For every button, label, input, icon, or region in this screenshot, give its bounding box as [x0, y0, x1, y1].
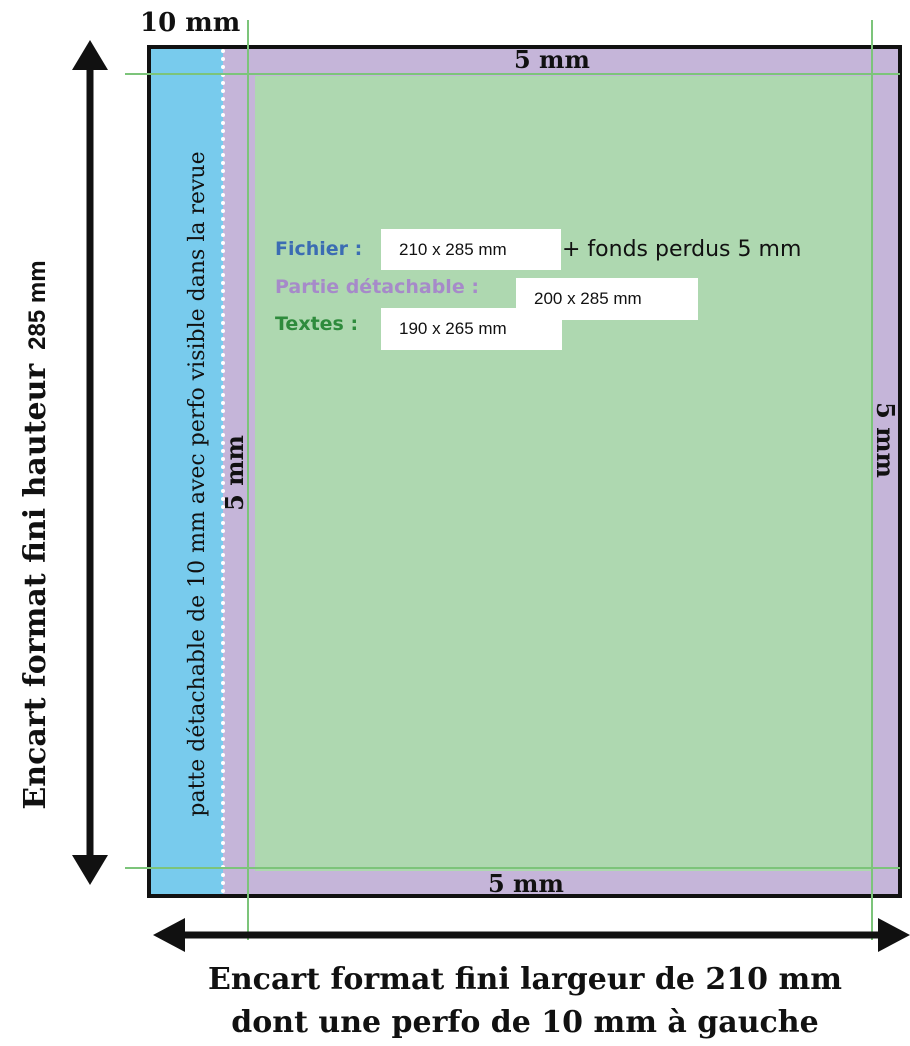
sheet [147, 45, 902, 898]
height-label-value: 285 mm [24, 260, 51, 350]
fichier-value: 210 x 285 mm [399, 239, 507, 259]
textes-label: Textes : [275, 313, 359, 335]
double-arrow-vertical-icon [72, 40, 108, 885]
guide-line-top [125, 73, 900, 75]
tab-width-label: 10 mm [140, 8, 241, 38]
fichier-value-box: 210 x 285 mm [381, 229, 561, 270]
guide-line-bottom [125, 867, 900, 869]
detachable-tab [151, 49, 223, 894]
guide-line-right [871, 20, 873, 940]
margin-bottom-label: 5 mm [488, 869, 564, 898]
guide-line-left [247, 20, 249, 940]
height-label-wrap: Encart format fini hauteur 285 mm [0, 260, 326, 809]
double-arrow-horizontal-icon [153, 918, 910, 952]
bleed-area [223, 49, 898, 894]
height-label-text: Encart format fini hauteur [18, 363, 53, 810]
tab-text: patte détachable de 10 mm avec perfo vis… [185, 151, 210, 817]
margin-right-label-wrap: 5 mm [835, 402, 910, 478]
partie-label: Partie détachable : [275, 276, 479, 298]
safe-text-area [255, 76, 872, 871]
margin-right-label: 5 mm [871, 402, 900, 478]
height-label: Encart format fini hauteur 285 mm [16, 245, 56, 825]
caption-line-2: dont une perfo de 10 mm à gauche [231, 1005, 819, 1040]
textes-value-box: 190 x 265 mm [381, 308, 562, 350]
perforation-line [221, 49, 225, 894]
fichier-label: Fichier : [275, 238, 363, 260]
caption-line-1: Encart format fini largeur de 210 mm [208, 962, 842, 997]
fonds-perdus-text: + fonds perdus 5 mm [562, 237, 802, 262]
partie-value: 200 x 285 mm [534, 289, 642, 308]
textes-value: 190 x 265 mm [399, 319, 507, 338]
margin-top-label: 5 mm [514, 45, 590, 74]
